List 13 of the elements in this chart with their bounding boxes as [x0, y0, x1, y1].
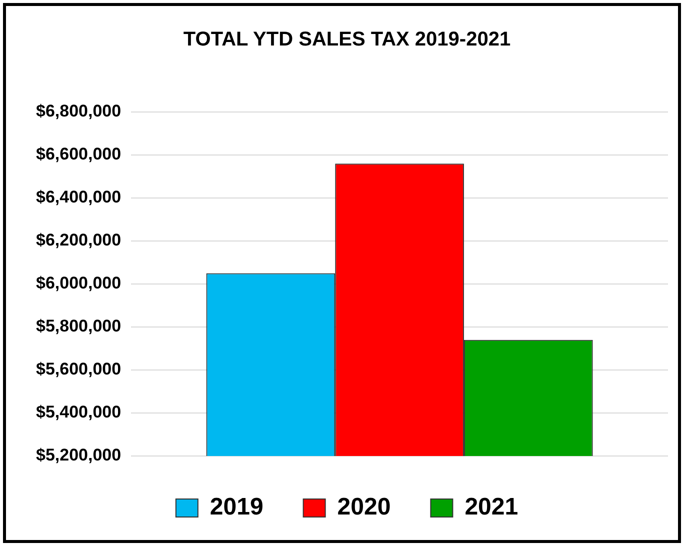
y-tick-label: $6,800,000 [36, 102, 122, 121]
chart-title: TOTAL YTD SALES TAX 2019-2021 [183, 28, 511, 51]
y-tick-label: $6,400,000 [36, 188, 122, 207]
legend-label: 2020 [337, 494, 391, 521]
legend-label: 2021 [464, 494, 518, 521]
y-tick-label: $6,000,000 [36, 274, 122, 293]
y-tick-label: $6,200,000 [36, 230, 122, 250]
y-tick-label: $5,600,000 [36, 360, 122, 379]
y-tick-label: $5,800,000 [36, 316, 122, 336]
y-tick-label: $6,600,000 [36, 144, 122, 164]
y-tick-label: $5,200,000 [36, 446, 122, 465]
y-tick-label: $5,400,000 [36, 402, 122, 422]
legend-label: 2019 [210, 494, 264, 521]
